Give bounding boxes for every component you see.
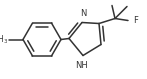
Text: NH: NH <box>76 61 88 70</box>
Text: F: F <box>133 16 138 25</box>
Text: N: N <box>80 9 86 18</box>
Text: CH$_3$: CH$_3$ <box>0 33 8 46</box>
Text: F: F <box>110 0 114 2</box>
Text: F: F <box>127 0 131 3</box>
